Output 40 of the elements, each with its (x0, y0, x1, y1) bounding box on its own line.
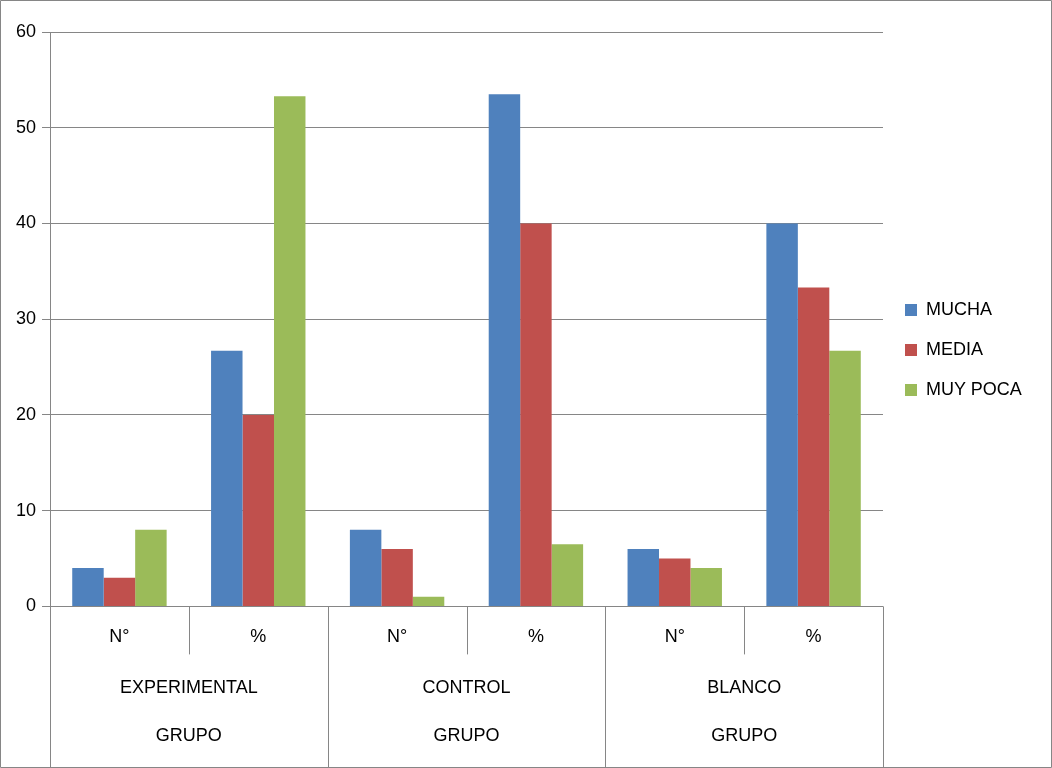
text: CONTROL (422, 677, 511, 698)
bar (274, 96, 306, 606)
y-tick-label: 50 (15, 116, 37, 137)
text: GRUPO (155, 725, 222, 746)
legend-label: MUCHA (925, 298, 992, 319)
bar (520, 223, 552, 606)
bar (488, 94, 521, 606)
x-tick-label: N° (109, 626, 130, 647)
bar (381, 548, 413, 606)
x-tick-label: % (527, 626, 544, 647)
x-tick-label: N° (386, 626, 408, 647)
text: GRUPO (711, 725, 778, 746)
y-tick-label: 40 (15, 212, 37, 233)
text: BLANCO (707, 677, 782, 698)
text: EXPERIMENTAL (120, 677, 258, 698)
bar (349, 529, 382, 606)
bar (242, 414, 274, 606)
x-tick-label: % (250, 626, 267, 647)
y-tick-label: 30 (15, 308, 37, 329)
y-tick-label: 20 (15, 403, 37, 424)
legend-label: MUY POCA (925, 378, 1022, 399)
bar (627, 548, 660, 606)
legend-label: MEDIA (925, 338, 983, 359)
bar (797, 287, 830, 606)
bar (659, 558, 691, 606)
bar (829, 350, 861, 606)
bar (551, 544, 584, 606)
x-tick-label: % (805, 626, 822, 647)
bar (211, 350, 243, 606)
y-tick-label: 0 (26, 595, 37, 616)
bar (690, 568, 722, 606)
text: GRUPO (433, 725, 500, 746)
x-tick-label: N° (664, 626, 685, 647)
bar (135, 529, 167, 606)
bar (766, 223, 798, 606)
bar (103, 577, 136, 606)
y-tick-label: 60 (15, 20, 37, 41)
bar (412, 596, 445, 606)
bar (72, 568, 104, 606)
y-tick-label: 10 (15, 499, 37, 520)
